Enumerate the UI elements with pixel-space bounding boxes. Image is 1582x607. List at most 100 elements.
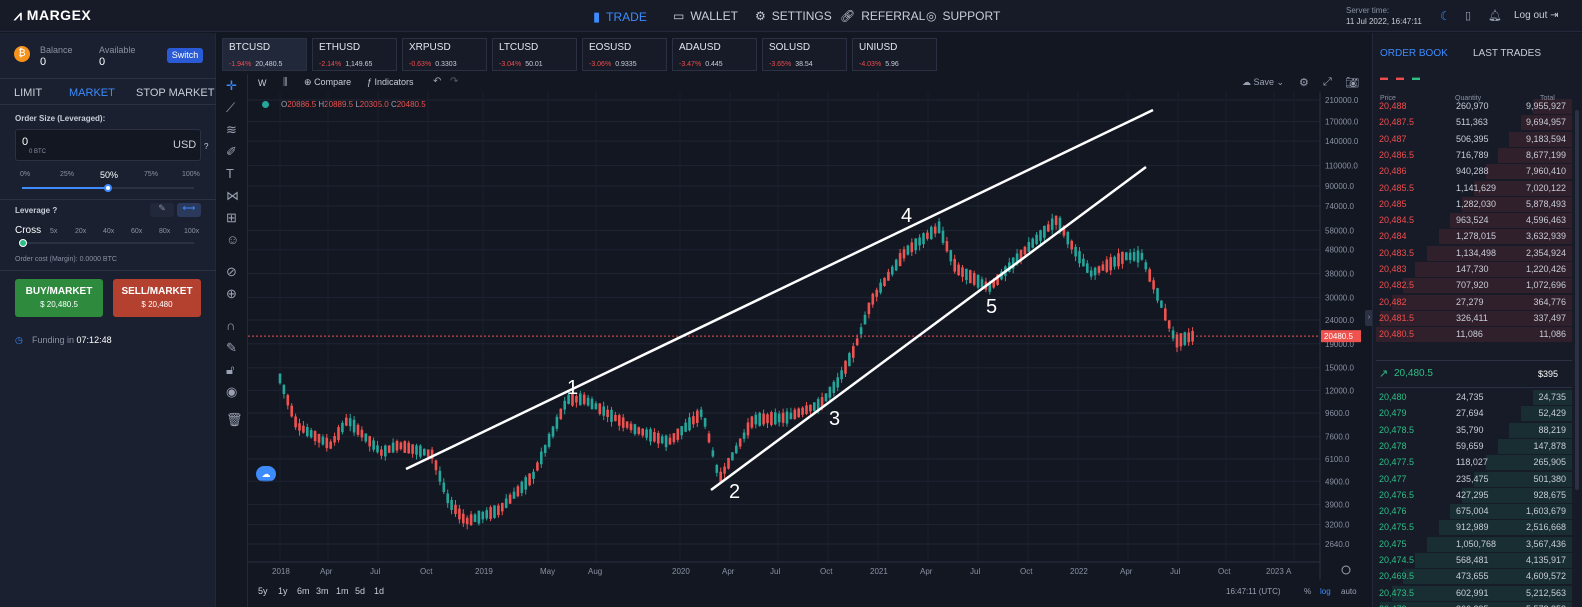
range-1y[interactable]: 1y bbox=[278, 586, 288, 596]
percent-toggle[interactable]: % bbox=[1304, 587, 1312, 596]
order-book-row[interactable]: 20,478.5 35,790 88,219 bbox=[1376, 422, 1572, 438]
order-book-row[interactable]: 20,475.5 912,989 2,516,668 bbox=[1376, 519, 1572, 536]
ticker-xrpusd[interactable]: XRPUSD -0.63% 0.3303 bbox=[402, 38, 487, 71]
undo-icon[interactable]: ↶ bbox=[433, 76, 442, 87]
indicators-button[interactable]: ƒ Indicators bbox=[367, 77, 414, 87]
order-book-row[interactable]: 20,473 366,295 5,578,858 bbox=[1376, 601, 1572, 607]
trash-icon[interactable]: 🗑︎ bbox=[226, 412, 243, 427]
tab-limit[interactable]: LIMIT bbox=[14, 87, 43, 99]
redo-icon[interactable]: ↷ bbox=[450, 76, 459, 87]
help-icon[interactable]: ? bbox=[204, 142, 209, 151]
ticker-eosusd[interactable]: EOSUSD -3.06% 0.9335 bbox=[582, 38, 667, 71]
measure-icon[interactable]: ⊘ bbox=[226, 264, 237, 279]
sell-market-button[interactable]: SELL/MARKET $ 20,480 bbox=[113, 279, 201, 317]
order-book-row[interactable]: 20,480.5 11,086 11,086 bbox=[1376, 326, 1572, 343]
ticker-adausd[interactable]: ADAUSD -3.47% 0.445 bbox=[672, 38, 757, 71]
order-book-row[interactable]: 20,487.5 511,363 9,694,957 bbox=[1376, 114, 1572, 131]
candle-type-icon[interactable]: ⫼ bbox=[283, 77, 288, 88]
range-5y[interactable]: 5y bbox=[258, 586, 268, 596]
pencil-icon[interactable]: ✎ bbox=[150, 203, 174, 217]
fib-tool-icon[interactable]: ≋ bbox=[226, 122, 237, 137]
save-button[interactable]: ☁ Save ⌄ bbox=[1242, 77, 1284, 88]
order-book-row[interactable]: 20,483 147,730 1,220,426 bbox=[1376, 261, 1572, 277]
auto-toggle[interactable]: auto bbox=[1341, 587, 1357, 596]
order-book-row[interactable]: 20,480 24,735 24,735 bbox=[1376, 389, 1572, 405]
nav-trade[interactable]: ▮ TRADE bbox=[593, 9, 647, 25]
ticker-solusd[interactable]: SOLUSD -3.65% 38.54 bbox=[762, 38, 847, 71]
mobile-icon[interactable]: ▯ bbox=[1465, 10, 1472, 22]
help-icon[interactable]: ? bbox=[52, 206, 58, 215]
emoji-icon[interactable]: ☺ bbox=[226, 232, 240, 247]
lock-drawing-icon[interactable]: ✎ bbox=[226, 340, 237, 355]
view-asks-icon[interactable]: ▬ bbox=[1396, 73, 1404, 82]
lock-icon[interactable]: 🔓︎ bbox=[226, 362, 235, 377]
size-slider-handle[interactable] bbox=[104, 184, 112, 192]
order-book-row[interactable]: 20,484 1,278,015 3,632,939 bbox=[1376, 228, 1572, 245]
log-toggle[interactable]: log bbox=[1320, 587, 1331, 596]
line-tool-icon[interactable]: ⟋ bbox=[226, 100, 236, 115]
tab-stop-market[interactable]: STOP MARKET bbox=[136, 87, 215, 99]
cloud-logo-icon[interactable]: ☁ bbox=[256, 466, 276, 482]
order-book-row[interactable]: 20,485 1,282,030 5,878,493 bbox=[1376, 196, 1572, 212]
zoom-icon[interactable]: ⊕ bbox=[226, 286, 237, 301]
order-book-row[interactable]: 20,481.5 326,411 337,497 bbox=[1376, 310, 1572, 326]
buy-market-button[interactable]: BUY/MARKET $ 20,480.5 bbox=[15, 279, 103, 317]
price-chart[interactable]: 210000.0 170000.0 140000.0 110000.0 90000.0 7… bbox=[248, 92, 1366, 585]
brush-icon[interactable]: ✐ bbox=[226, 144, 237, 159]
order-book-row[interactable]: 20,485.5 1,141,629 7,020,122 bbox=[1376, 180, 1572, 196]
tab-market[interactable]: MARKET bbox=[69, 87, 115, 99]
chart-settings-icon[interactable]: ⚙ bbox=[1299, 77, 1309, 89]
range-5d[interactable]: 5d bbox=[355, 586, 366, 596]
order-book-row[interactable]: 20,486 940,288 7,960,410 bbox=[1376, 163, 1572, 180]
ticker-uniusd[interactable]: UNIUSD -4.03% 5.96 bbox=[852, 38, 937, 71]
range-3m[interactable]: 3m bbox=[316, 586, 329, 596]
nav-settings[interactable]: ⚙ SETTINGS bbox=[755, 9, 832, 23]
margex-logo[interactable]: ⩘ MARGEX bbox=[14, 7, 91, 24]
order-book-row[interactable]: 20,486.5 716,789 8,677,199 bbox=[1376, 147, 1572, 163]
order-book-row[interactable]: 20,482 27,279 364,776 bbox=[1376, 294, 1572, 310]
nav-support[interactable]: ◎ SUPPORT bbox=[926, 9, 1000, 23]
nav-referral[interactable]: 🔗︎ REFERRAL bbox=[840, 9, 925, 23]
order-size-input[interactable] bbox=[15, 129, 201, 161]
order-book-row[interactable]: 20,483.5 1,134,498 2,354,924 bbox=[1376, 245, 1572, 261]
order-book-row[interactable]: 20,478 59,659 147,878 bbox=[1376, 438, 1572, 454]
fullscreen-icon[interactable]: ⤢ bbox=[1323, 76, 1332, 88]
order-book-row[interactable]: 20,476 675,004 1,603,679 bbox=[1376, 503, 1572, 520]
leverage-slider-track[interactable] bbox=[22, 242, 194, 244]
order-book-row[interactable]: 20,469.5 473,655 4,609,572 bbox=[1376, 568, 1572, 585]
scrollbar[interactable] bbox=[1575, 110, 1579, 490]
tab-last-trades[interactable]: LAST TRADES bbox=[1473, 48, 1541, 59]
leverage-slider-handle[interactable] bbox=[19, 239, 27, 247]
ticker-ltcusd[interactable]: LTCUSD -3.04% 50.01 bbox=[492, 38, 577, 71]
order-book-row[interactable]: 20,487 506,395 9,183,594 bbox=[1376, 131, 1572, 147]
order-book-row[interactable]: 20,477 235,475 501,380 bbox=[1376, 471, 1572, 487]
pattern-icon[interactable]: ⋈ bbox=[226, 188, 239, 203]
crosshair-icon[interactable]: ✛ bbox=[226, 78, 237, 93]
order-book-row[interactable]: 20,477.5 118,027 265,905 bbox=[1376, 454, 1572, 471]
tab-order-book[interactable]: ORDER BOOK bbox=[1380, 48, 1448, 59]
logout-button[interactable]: Log out ⇥ bbox=[1514, 10, 1559, 21]
camera-icon[interactable]: 📷︎ bbox=[1345, 77, 1359, 89]
slider-mode-icon[interactable]: ⟷ bbox=[177, 203, 201, 217]
ticker-ethusd[interactable]: ETHUSD -2.14% 1,149.65 bbox=[312, 38, 397, 71]
order-book-row[interactable]: 20,474.5 568,481 4,135,917 bbox=[1376, 552, 1572, 568]
text-icon[interactable]: T bbox=[226, 166, 234, 181]
bell-icon[interactable]: 🔔︎ bbox=[1488, 10, 1502, 22]
interval-selector[interactable]: W bbox=[258, 78, 267, 88]
order-book-row[interactable]: 20,476.5 427,295 928,675 bbox=[1376, 487, 1572, 503]
range-6m[interactable]: 6m bbox=[297, 586, 310, 596]
order-book-row[interactable]: 20,488 260,970 9,955,927 bbox=[1376, 98, 1572, 114]
magnet-icon[interactable]: ∩ bbox=[226, 318, 236, 333]
collapse-panel-handle[interactable]: › bbox=[1365, 310, 1373, 326]
range-1m[interactable]: 1m bbox=[336, 586, 349, 596]
nav-wallet[interactable]: ▭ WALLET bbox=[673, 9, 738, 23]
view-bids-icon[interactable]: ▬ bbox=[1412, 73, 1420, 82]
view-both-icon[interactable]: ▬ bbox=[1380, 73, 1388, 82]
moon-icon[interactable]: ☾ bbox=[1440, 9, 1451, 23]
switch-button[interactable]: Switch bbox=[167, 48, 203, 63]
order-book-row[interactable]: 20,479 27,694 52,429 bbox=[1376, 405, 1572, 422]
ruler-icon[interactable]: ⊞ bbox=[226, 210, 237, 225]
order-book-row[interactable]: 20,482.5 707,920 1,072,696 bbox=[1376, 277, 1572, 294]
compare-button[interactable]: ⊕ Compare bbox=[304, 77, 351, 88]
order-book-row[interactable]: 20,475 1,050,768 3,567,436 bbox=[1376, 536, 1572, 552]
